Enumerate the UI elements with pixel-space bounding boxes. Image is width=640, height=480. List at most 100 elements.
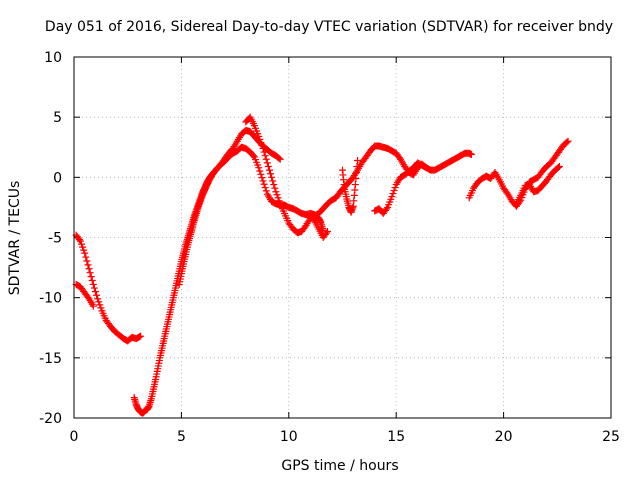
data-point <box>267 170 275 178</box>
series-segment-b <box>72 280 97 310</box>
data-point <box>97 304 105 312</box>
data-point <box>268 173 276 181</box>
data-point <box>275 154 283 162</box>
data-point <box>274 194 282 202</box>
y-tick-label: 0 <box>53 170 62 186</box>
data-point <box>270 181 278 189</box>
data-point <box>352 175 360 183</box>
data-point <box>467 150 475 158</box>
data-point <box>257 138 265 146</box>
data-point <box>269 177 277 185</box>
data-point <box>261 184 269 192</box>
data-point <box>83 257 91 265</box>
data-point <box>260 180 268 188</box>
data-point <box>91 288 99 296</box>
data-series <box>72 113 572 417</box>
x-axis-label: GPS time / hours <box>281 458 398 474</box>
data-point <box>258 174 266 182</box>
data-point <box>422 164 430 172</box>
data-point <box>87 273 95 281</box>
series-segment-a <box>72 231 145 345</box>
data-point <box>323 227 331 235</box>
data-point <box>389 190 397 198</box>
data-point <box>257 170 265 178</box>
data-point <box>76 237 84 245</box>
data-point <box>256 167 264 175</box>
data-point <box>390 187 398 195</box>
data-point <box>271 184 279 192</box>
data-point <box>82 253 90 261</box>
x-tick-label: 5 <box>177 429 186 445</box>
x-tick-label: 15 <box>387 429 405 445</box>
y-tick-label: 10 <box>44 50 62 66</box>
data-point <box>276 155 284 163</box>
data-point <box>564 137 572 145</box>
data-point <box>554 163 562 171</box>
data-point <box>259 144 267 152</box>
data-point <box>85 265 93 273</box>
data-point <box>260 148 268 156</box>
y-tick-label: -15 <box>39 351 62 367</box>
series-segment-f <box>306 212 331 241</box>
tick-labels: 0 5 10 15 20 25 -20 -15 -10 -5 0 5 10 <box>39 50 620 445</box>
data-point <box>137 332 145 340</box>
x-tick-label: 10 <box>280 429 298 445</box>
y-tick-label: -5 <box>48 231 62 247</box>
data-point <box>249 152 257 160</box>
data-point <box>354 156 362 164</box>
series-segment-h <box>371 159 430 217</box>
data-point <box>96 301 104 309</box>
data-point <box>88 277 96 285</box>
data-point <box>263 159 271 167</box>
data-point <box>563 138 571 146</box>
x-tick-label: 20 <box>495 429 513 445</box>
data-point <box>80 246 88 254</box>
data-point <box>273 191 281 199</box>
data-point <box>383 205 391 213</box>
series-segment-j <box>512 163 563 208</box>
data-point <box>555 163 563 171</box>
y-axis-label: SDTVAR / TECUs <box>7 181 23 296</box>
data-point <box>255 132 263 140</box>
grid <box>74 57 611 418</box>
x-tick-label: 25 <box>602 429 620 445</box>
data-point <box>258 141 266 149</box>
data-point <box>256 135 264 143</box>
data-point <box>255 164 263 172</box>
data-point <box>259 177 267 185</box>
data-point <box>261 152 269 160</box>
data-point <box>275 197 283 205</box>
data-point <box>136 333 144 341</box>
data-point <box>262 187 270 195</box>
data-point <box>86 269 94 277</box>
data-point <box>388 193 396 201</box>
x-tick-label: 0 <box>70 429 79 445</box>
data-point <box>79 243 87 251</box>
series-segment-g <box>339 156 362 216</box>
data-point <box>90 284 98 292</box>
data-point <box>75 236 83 244</box>
data-point <box>84 261 92 269</box>
plot-frame <box>73 56 612 419</box>
data-point <box>264 163 272 171</box>
series-segment-c <box>130 126 284 417</box>
series-segment-i <box>465 137 572 210</box>
data-point <box>352 169 360 177</box>
y-tick-label: -20 <box>39 411 62 427</box>
data-point <box>353 163 361 171</box>
y-tick-label: -10 <box>39 291 62 307</box>
data-point <box>322 229 330 237</box>
data-point <box>95 298 103 306</box>
chart-title: Day 051 of 2016, Sidereal Day-to-day VTE… <box>45 19 613 35</box>
data-point <box>272 188 280 196</box>
y-tick-label: 5 <box>53 110 62 126</box>
data-point <box>89 280 97 288</box>
data-point <box>391 184 399 192</box>
data-point <box>351 181 359 189</box>
series-segment-d <box>175 143 327 288</box>
data-point <box>262 155 270 163</box>
series-segment-e <box>242 113 475 237</box>
data-point <box>93 291 101 299</box>
data-point <box>89 302 97 310</box>
